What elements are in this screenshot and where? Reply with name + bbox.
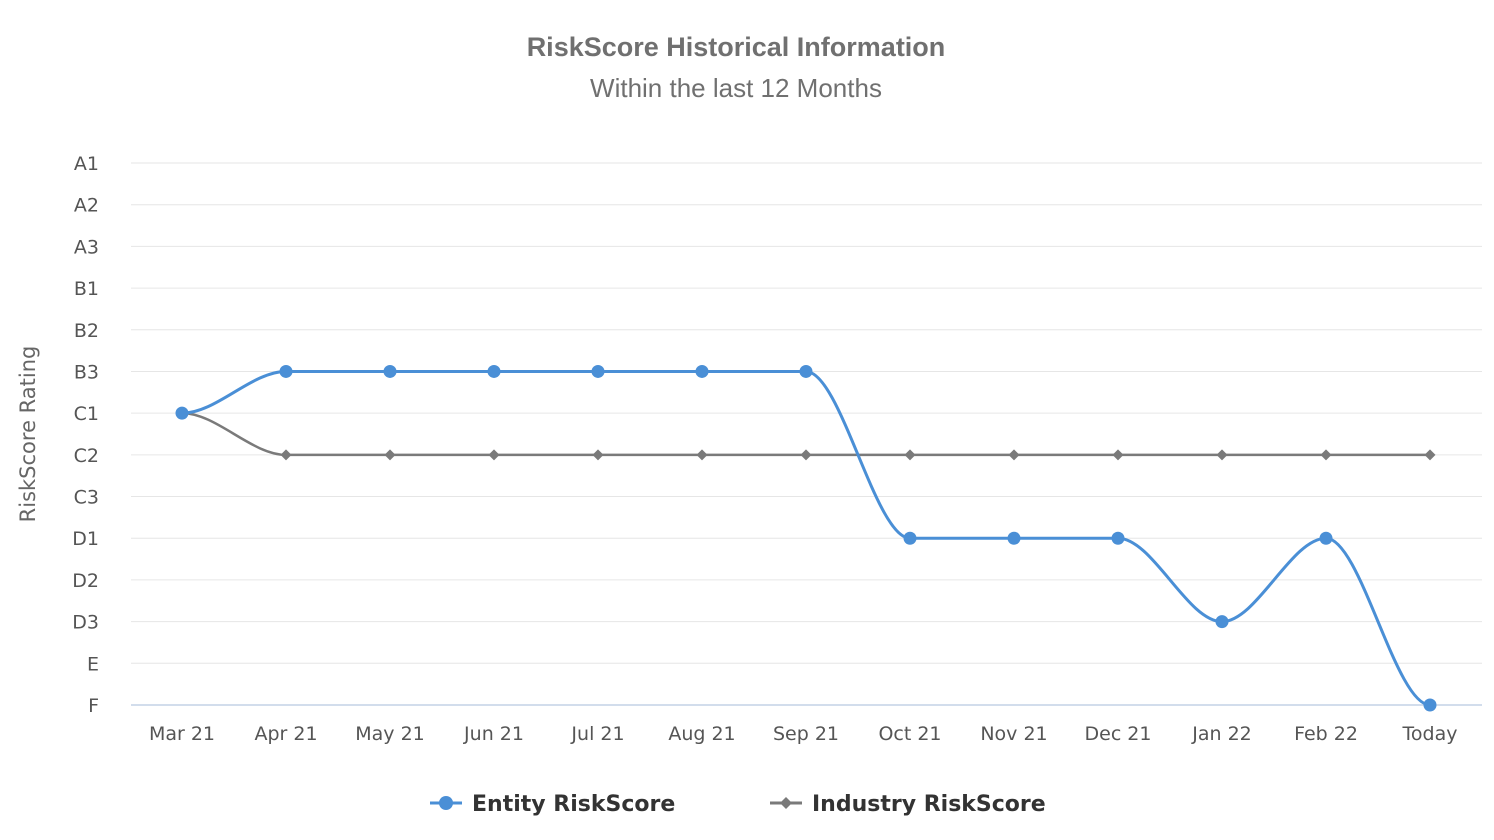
x-tick-labels: Mar 21 Apr 21 May 21 Jun 21 Jul 21 Aug 21 Sep … xyxy=(149,723,1458,745)
x-tick-label: Dec 21 xyxy=(1085,723,1152,745)
data-point[interactable] xyxy=(280,449,292,461)
legend-label: Industry RiskScore xyxy=(812,792,1046,817)
data-point[interactable] xyxy=(1111,531,1125,545)
legend-label: Entity RiskScore xyxy=(472,792,675,817)
data-point[interactable] xyxy=(592,449,604,461)
data-point[interactable] xyxy=(1112,449,1124,461)
y-tick-label: B3 xyxy=(74,361,99,383)
x-tick-label: Today xyxy=(1402,723,1458,745)
data-point[interactable] xyxy=(904,449,916,461)
data-point[interactable] xyxy=(1423,698,1437,712)
legend[interactable]: Entity RiskScore Industry RiskScore xyxy=(430,792,1046,817)
series-industry-riskscore[interactable] xyxy=(176,407,1436,461)
data-point[interactable] xyxy=(696,449,708,461)
x-tick-label: Sep 21 xyxy=(773,723,839,745)
data-point[interactable] xyxy=(175,406,189,420)
y-tick-label: A1 xyxy=(74,153,99,175)
data-point[interactable] xyxy=(1319,531,1333,545)
data-point[interactable] xyxy=(903,531,917,545)
data-point[interactable] xyxy=(279,364,293,378)
x-tick-label: Jul 21 xyxy=(570,723,624,745)
data-point[interactable] xyxy=(1215,615,1229,629)
x-tick-label: Nov 21 xyxy=(980,723,1047,745)
data-point[interactable] xyxy=(800,449,812,461)
data-point[interactable] xyxy=(799,364,813,378)
x-tick-label: Aug 21 xyxy=(668,723,735,745)
legend-item-industry-riskscore[interactable]: Industry RiskScore xyxy=(770,792,1046,817)
legend-marker xyxy=(780,797,792,809)
x-tick-label: Jun 21 xyxy=(463,723,524,745)
y-tick-label: C1 xyxy=(74,403,99,425)
x-tick-label: Jan 22 xyxy=(1191,723,1252,745)
chart-subtitle: Within the last 12 Months xyxy=(590,73,882,103)
data-point[interactable] xyxy=(487,364,501,378)
y-tick-label: D2 xyxy=(72,570,99,592)
y-tick-label: C2 xyxy=(74,445,99,467)
y-tick-label: F xyxy=(88,695,99,717)
y-tick-label: B1 xyxy=(74,278,99,300)
y-tick-label: A3 xyxy=(74,236,99,258)
data-point[interactable] xyxy=(1216,449,1228,461)
data-point[interactable] xyxy=(1008,449,1020,461)
y-axis-title: RiskScore Rating xyxy=(16,346,40,523)
series-line[interactable] xyxy=(181,411,1430,457)
y-tick-label: E xyxy=(87,653,99,675)
y-tick-label: A2 xyxy=(74,195,99,217)
y-tick-label: C3 xyxy=(74,487,99,509)
x-tick-label: May 21 xyxy=(355,723,425,745)
x-tick-label: Feb 22 xyxy=(1294,723,1358,745)
series-entity-riskscore[interactable] xyxy=(175,364,1437,712)
chart-title: RiskScore Historical Information xyxy=(527,32,946,62)
data-point[interactable] xyxy=(488,449,500,461)
x-tick-label: Oct 21 xyxy=(878,723,941,745)
x-tick-label: Mar 21 xyxy=(149,723,215,745)
data-point[interactable] xyxy=(383,364,397,378)
data-point[interactable] xyxy=(1424,449,1436,461)
y-tick-label: D1 xyxy=(72,528,99,550)
data-point[interactable] xyxy=(1320,449,1332,461)
grid-layer xyxy=(131,162,1482,706)
legend-marker xyxy=(439,796,453,810)
y-tick-label: D3 xyxy=(72,612,99,634)
y-tick-label: B2 xyxy=(74,320,99,342)
legend-item-entity-riskscore[interactable]: Entity RiskScore xyxy=(430,792,675,817)
y-tick-labels: A1 A2 A3 B1 B2 B3 C1 C2 C3 D1 D2 D3 EF xyxy=(72,153,99,717)
series-layer xyxy=(175,364,1437,712)
data-point[interactable] xyxy=(591,364,605,378)
data-point[interactable] xyxy=(384,449,396,461)
data-point[interactable] xyxy=(1007,531,1021,545)
x-tick-label: Apr 21 xyxy=(254,723,317,745)
data-point[interactable] xyxy=(695,364,709,378)
